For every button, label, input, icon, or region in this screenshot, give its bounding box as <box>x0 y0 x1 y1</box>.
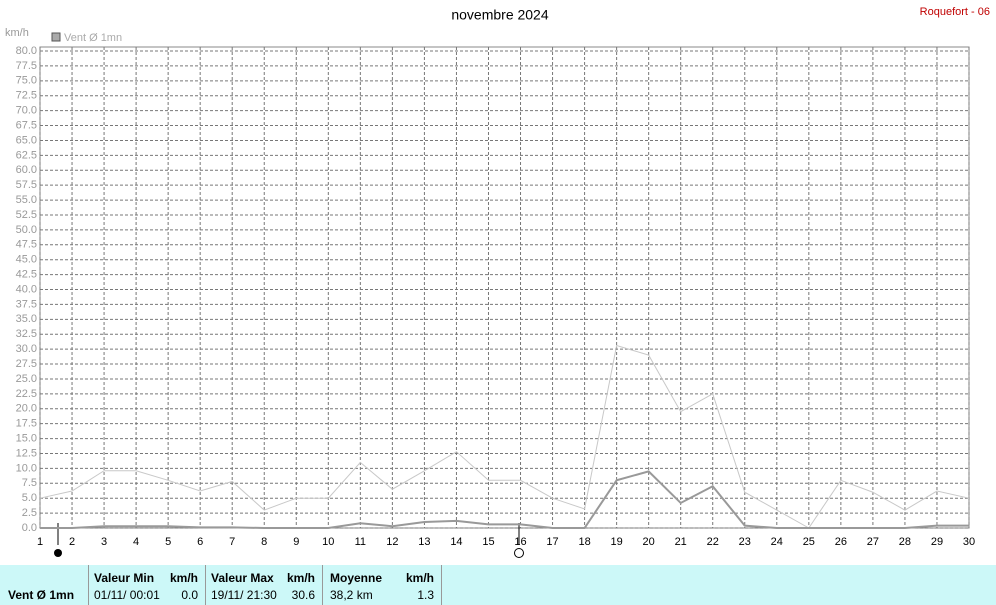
x-tick-label: 18 <box>578 536 590 548</box>
x-tick-label: 16 <box>514 536 526 548</box>
summary-label: Vent Ø 1mn <box>8 588 75 602</box>
y-tick-label: 22.5 <box>16 388 37 400</box>
x-tick-label: 13 <box>418 536 430 548</box>
y-tick-label: 25.0 <box>16 373 37 385</box>
y-tick-label: 50.0 <box>16 224 37 236</box>
series-line <box>40 470 969 529</box>
y-tick-label: 65.0 <box>16 134 37 146</box>
x-tick-label: 14 <box>450 536 462 548</box>
mean-date: 38,2 km <box>330 588 373 602</box>
mean-header: Moyenne <box>330 571 383 585</box>
summary-col: Moyenne km/h 38,2 km 1.3 <box>323 565 442 605</box>
x-tick-label: 4 <box>133 536 139 548</box>
y-tick-label: 20.0 <box>16 403 37 415</box>
y-tick-label: 37.5 <box>16 298 37 310</box>
min-marker <box>54 549 62 557</box>
x-tick-label: 27 <box>867 536 879 548</box>
max-marker <box>514 548 524 558</box>
x-tick-label: 10 <box>322 536 334 548</box>
min-unit: km/h <box>169 571 198 585</box>
y-tick-label: 27.5 <box>16 358 37 370</box>
y-tick-label: 80.0 <box>16 45 37 57</box>
x-tick-label: 1 <box>37 536 43 548</box>
y-tick-label: 7.5 <box>22 477 37 489</box>
station: Roquefort - 06 <box>920 6 990 18</box>
x-tick-label: 21 <box>675 536 687 548</box>
y-tick-label: 55.0 <box>16 194 37 206</box>
min-date: 01/11/ 00:01 <box>94 588 160 602</box>
summary-col: Valeur Max km/h 19/11/ 21:30 30.6 <box>206 565 323 605</box>
x-tick-label: 5 <box>165 536 171 548</box>
chart: novembre 2024 Roquefort - 06 km/h Vent Ø… <box>5 6 990 558</box>
mean-value: 1.3 <box>417 588 434 602</box>
chart-title: novembre 2024 <box>451 7 549 23</box>
x-tick-label: 7 <box>229 536 235 548</box>
max-date: 19/11/ 21:30 <box>211 588 277 602</box>
x-tick-label: 6 <box>197 536 203 548</box>
x-tick-label: 29 <box>931 536 943 548</box>
x-tick-label: 19 <box>610 536 622 548</box>
max-value: 30.6 <box>291 588 315 602</box>
x-tick-label: 3 <box>101 536 107 548</box>
y-tick-label: 0.0 <box>22 522 37 534</box>
x-tick-label: 30 <box>963 536 975 548</box>
y-tick-label: 52.5 <box>16 209 37 221</box>
y-tick-label: 12.5 <box>16 447 37 459</box>
x-tick-label: 2 <box>69 536 75 548</box>
legend-label: Vent Ø 1mn <box>64 32 122 44</box>
x-tick-label: 26 <box>835 536 847 548</box>
legend-swatch <box>51 32 61 42</box>
x-tick-label: 25 <box>803 536 815 548</box>
y-tick-label: 35.0 <box>16 313 37 325</box>
y-tick-label: 62.5 <box>16 149 37 161</box>
x-tick-label: 24 <box>771 536 783 548</box>
y-tick-label: 30.0 <box>16 343 37 355</box>
y-tick-label: 70.0 <box>16 105 37 117</box>
max-unit: km/h <box>286 571 315 585</box>
series-line <box>39 344 970 529</box>
x-tick-label: 28 <box>899 536 911 548</box>
y-tick-label: 77.5 <box>16 60 37 72</box>
y-tick-label: 67.5 <box>16 119 37 131</box>
y-tick-label: 47.5 <box>16 239 37 251</box>
y-tick-label: 10.0 <box>16 462 37 474</box>
plot-frame <box>39 46 970 529</box>
y-tick-label: 75.0 <box>16 75 37 87</box>
summary-panel: Vent Ø 1mn Valeur Min km/h 01/11/ 00:01 … <box>0 565 996 605</box>
y-tick-label: 40.0 <box>16 283 37 295</box>
y-label: km/h <box>5 27 29 39</box>
x-tick-label: 20 <box>643 536 655 548</box>
y-tick-label: 42.5 <box>16 269 37 281</box>
y-tick-label: 17.5 <box>16 418 37 430</box>
y-tick-label: 45.0 <box>16 254 37 266</box>
x-tick-label: 9 <box>293 536 299 548</box>
summary-col: Valeur Min km/h 01/11/ 00:01 0.0 <box>89 565 206 605</box>
x-tick-label: 15 <box>482 536 494 548</box>
x-tick-label: 8 <box>261 536 267 548</box>
y-tick-label: 2.5 <box>22 507 37 519</box>
min-header: Valeur Min <box>94 571 155 585</box>
min-value: 0.0 <box>181 588 198 602</box>
max-header: Valeur Max <box>211 571 274 585</box>
y-tick-label: 15.0 <box>16 432 37 444</box>
y-tick-label: 72.5 <box>16 90 37 102</box>
mean-unit: km/h <box>405 571 434 585</box>
summary-col: Vent Ø 1mn <box>0 565 89 605</box>
x-tick-label: 11 <box>355 536 366 548</box>
x-tick-label: 12 <box>386 536 398 548</box>
x-tick-label: 22 <box>707 536 719 548</box>
y-tick-label: 57.5 <box>16 179 37 191</box>
y-tick-label: 32.5 <box>16 328 37 340</box>
x-tick-label: 17 <box>546 536 558 548</box>
y-tick-label: 5.0 <box>22 492 37 504</box>
x-tick-label: 23 <box>739 536 751 548</box>
y-tick-label: 60.0 <box>16 164 37 176</box>
